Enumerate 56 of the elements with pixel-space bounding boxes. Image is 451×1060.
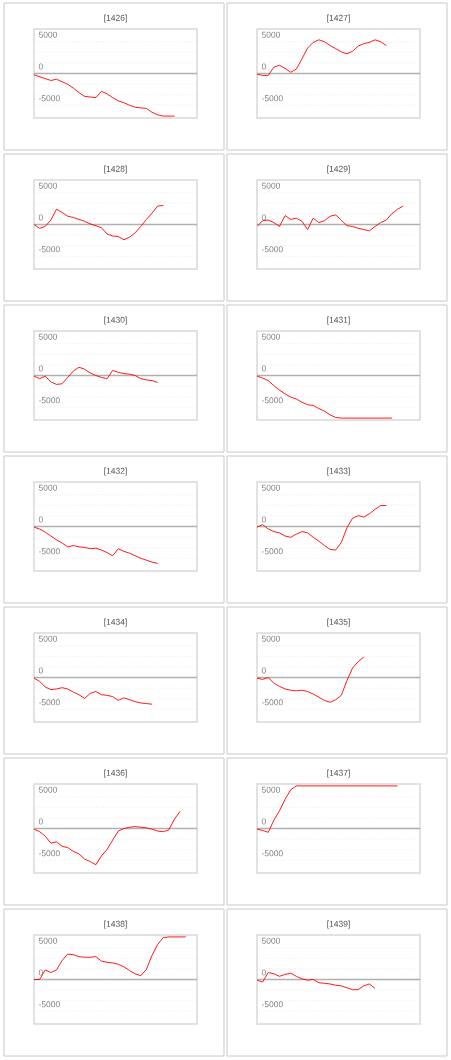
y-tick-label: -5000 bbox=[261, 548, 283, 555]
chart-title: [1428] bbox=[104, 165, 127, 174]
y-tick-label: -5000 bbox=[38, 699, 60, 706]
chart-title: [1434] bbox=[104, 618, 127, 627]
y-tick-label: 5000 bbox=[38, 635, 58, 642]
y-tick-label: 5000 bbox=[261, 182, 281, 189]
y-tick-label: -5000 bbox=[38, 397, 60, 404]
y-tick-label: 0 bbox=[261, 516, 266, 523]
y-tick-label: -5000 bbox=[261, 397, 283, 404]
y-tick-label: 0 bbox=[261, 667, 266, 674]
y-tick-label: 0 bbox=[38, 365, 43, 372]
y-tick-label: 0 bbox=[38, 516, 43, 523]
chart-title: [1430] bbox=[104, 316, 127, 325]
y-tick-label: 0 bbox=[38, 969, 43, 976]
y-tick-label: -5000 bbox=[38, 548, 60, 555]
y-tick-label: 0 bbox=[38, 667, 43, 674]
y-tick-label: 0 bbox=[38, 63, 43, 70]
chart-title: [1439] bbox=[327, 920, 350, 929]
y-tick-label: 5000 bbox=[38, 31, 58, 38]
y-tick-label: -5000 bbox=[261, 1001, 283, 1008]
y-tick-label: 0 bbox=[261, 365, 266, 372]
chart-title: [1437] bbox=[327, 769, 350, 778]
y-tick-label: 5000 bbox=[261, 484, 281, 491]
y-tick-label: 5000 bbox=[261, 937, 281, 944]
y-tick-label: 5000 bbox=[38, 786, 58, 793]
chart-title: [1438] bbox=[104, 920, 127, 929]
y-tick-label: 5000 bbox=[261, 786, 281, 793]
y-tick-label: 0 bbox=[261, 969, 266, 976]
y-tick-label: -5000 bbox=[261, 699, 283, 706]
y-tick-label: 5000 bbox=[261, 333, 281, 340]
y-tick-label: 5000 bbox=[38, 182, 58, 189]
y-tick-label: -5000 bbox=[38, 1001, 60, 1008]
chart-title: [1432] bbox=[104, 467, 127, 476]
y-tick-label: -5000 bbox=[261, 95, 283, 102]
y-tick-label: 5000 bbox=[38, 333, 58, 340]
chart-title: [1426] bbox=[104, 14, 127, 23]
y-tick-label: 0 bbox=[38, 214, 43, 221]
y-tick-label: -5000 bbox=[38, 850, 60, 857]
y-tick-label: 0 bbox=[261, 63, 266, 70]
chart-title: [1429] bbox=[327, 165, 350, 174]
y-tick-label: 5000 bbox=[261, 635, 281, 642]
y-tick-label: -5000 bbox=[261, 246, 283, 253]
chart-title: [1427] bbox=[327, 14, 350, 23]
y-tick-label: -5000 bbox=[261, 850, 283, 857]
chart-title: [1433] bbox=[327, 467, 350, 476]
y-tick-label: -5000 bbox=[38, 95, 60, 102]
chart-title: [1431] bbox=[327, 316, 350, 325]
y-tick-label: -5000 bbox=[38, 246, 60, 253]
y-tick-label: 5000 bbox=[261, 31, 281, 38]
y-tick-label: 5000 bbox=[38, 937, 58, 944]
y-tick-label: 0 bbox=[261, 818, 266, 825]
chart-title: [1435] bbox=[327, 618, 350, 627]
y-tick-label: 0 bbox=[261, 214, 266, 221]
y-tick-label: 5000 bbox=[38, 484, 58, 491]
y-tick-label: 0 bbox=[38, 818, 43, 825]
chart-title: [1436] bbox=[104, 769, 127, 778]
